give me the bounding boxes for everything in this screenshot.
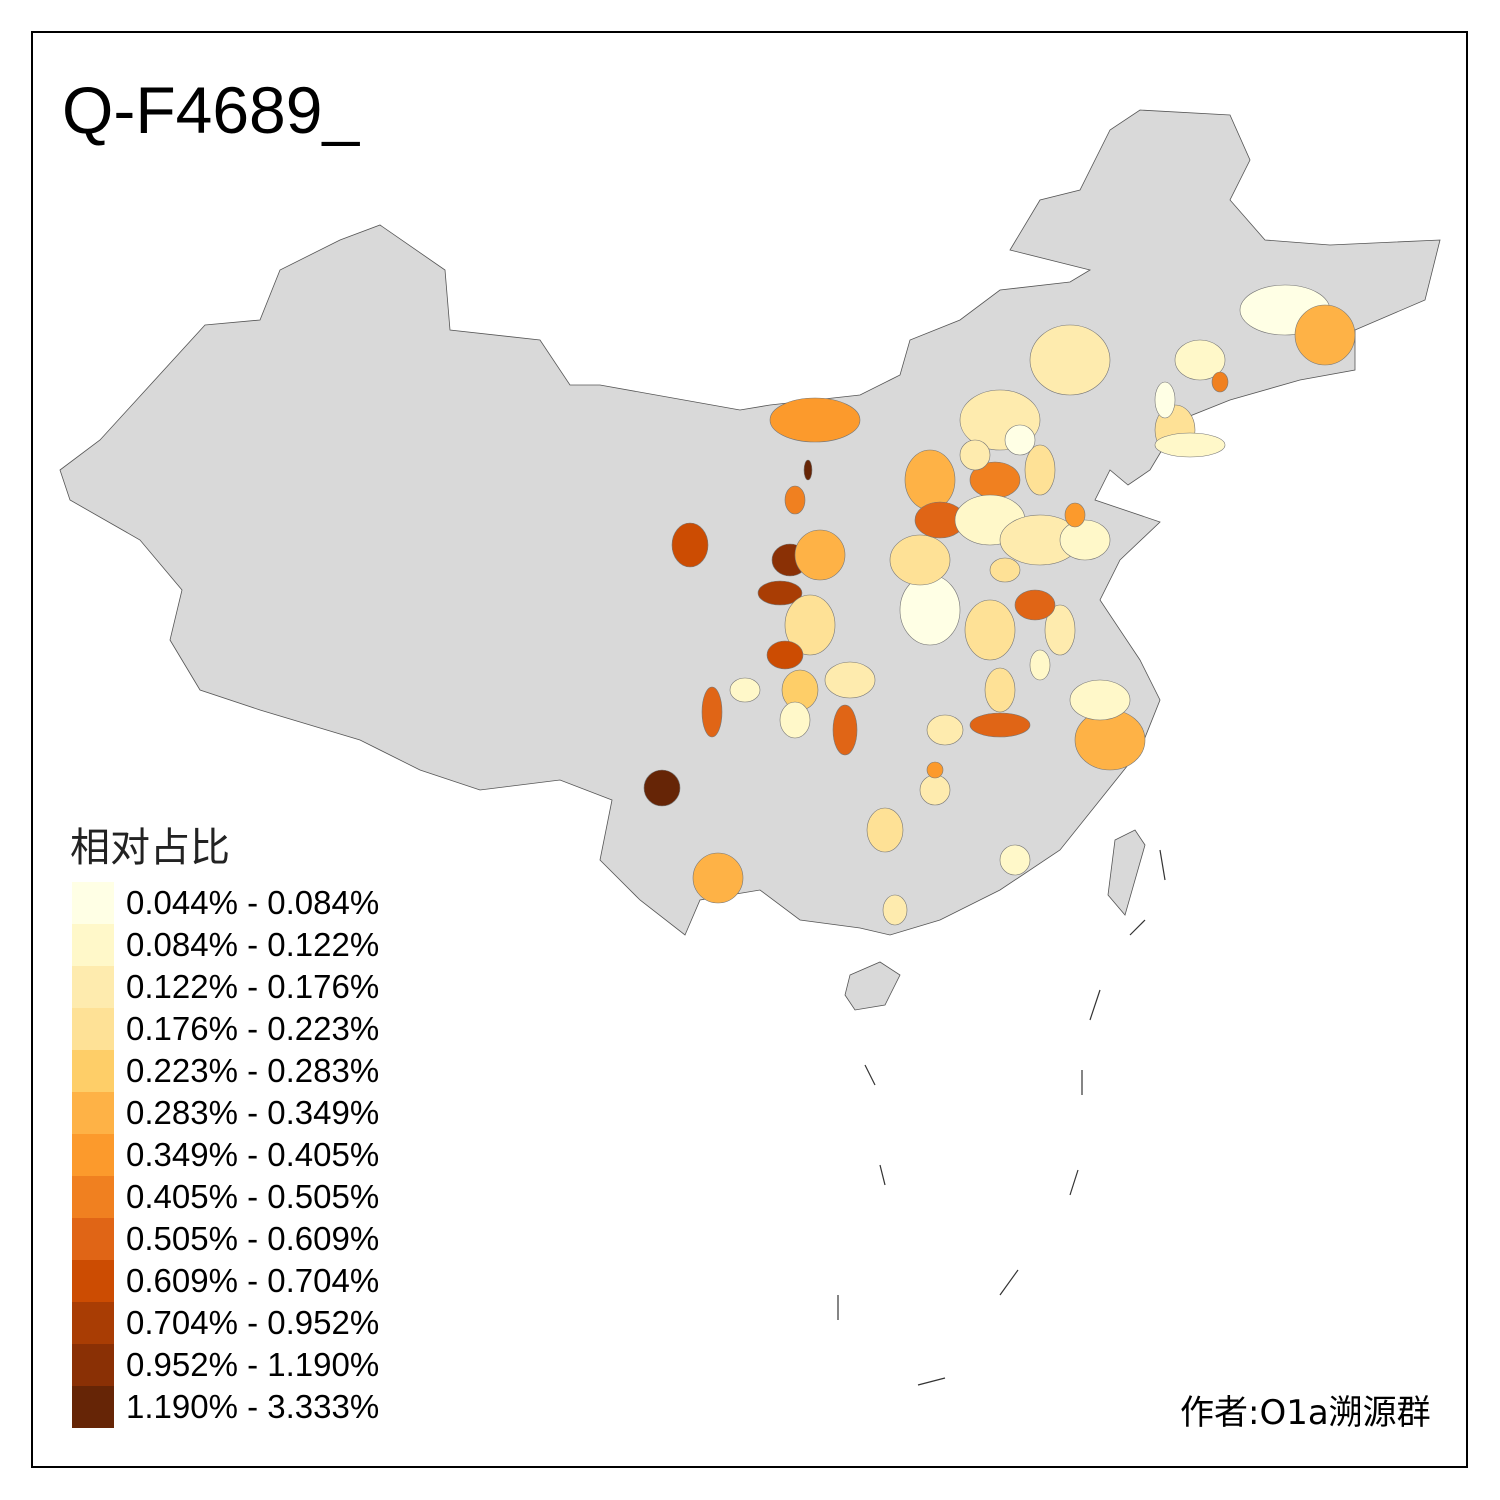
- legend-item: 0.084% - 0.122%: [72, 924, 379, 966]
- region: [757, 580, 803, 606]
- legend-label: 0.044% - 0.084%: [126, 884, 380, 921]
- legend-swatch: [72, 1302, 114, 1344]
- region: [1064, 502, 1086, 528]
- map-title: Q-F4689_: [62, 73, 360, 147]
- region: [904, 449, 956, 511]
- region: [803, 459, 813, 481]
- legend-swatch: [72, 924, 114, 966]
- hainan-island: [844, 961, 901, 1011]
- legend-swatch: [72, 1008, 114, 1050]
- legend-swatch: [72, 1134, 114, 1176]
- legend-item: 0.704% - 0.952%: [72, 1302, 379, 1344]
- legend-swatch: [72, 1386, 114, 1428]
- region: [926, 761, 944, 779]
- legend-label: 1.190% - 3.333%: [126, 1388, 380, 1425]
- region: [1294, 304, 1356, 366]
- region: [964, 599, 1016, 661]
- legend-swatch: [72, 882, 114, 924]
- region: [643, 769, 681, 807]
- nine-dash-line-segment: [999, 1269, 1019, 1296]
- legend-label: 0.176% - 0.223%: [126, 1010, 380, 1047]
- legend-item: 0.122% - 0.176%: [72, 966, 379, 1008]
- region: [969, 712, 1031, 738]
- legend-item: 0.044% - 0.084%: [72, 882, 379, 924]
- legend-label: 0.405% - 0.505%: [126, 1178, 380, 1215]
- nine-dash-line-segment: [1069, 1169, 1079, 1196]
- region: [784, 485, 806, 515]
- legend-item: 0.952% - 1.190%: [72, 1344, 379, 1386]
- region: [1174, 339, 1226, 381]
- region: [671, 522, 709, 568]
- legend-swatch: [72, 1218, 114, 1260]
- region: [1029, 324, 1111, 396]
- region: [729, 677, 761, 703]
- legend-label: 0.122% - 0.176%: [126, 968, 380, 1005]
- taiwan-island: [1107, 829, 1146, 916]
- nine-dash-line-segment: [917, 1377, 946, 1386]
- legend-label: 0.223% - 0.283%: [126, 1052, 380, 1089]
- nine-dash-line-segment: [879, 1164, 886, 1186]
- nine-dash-line-segment: [864, 1064, 876, 1086]
- region: [692, 852, 744, 904]
- china-mainland: [59, 109, 1441, 936]
- region: [989, 557, 1021, 583]
- legend-swatch: [72, 1176, 114, 1218]
- nine-dash-line-segment: [1159, 849, 1166, 881]
- legend-item: 1.190% - 3.333%: [72, 1386, 379, 1428]
- legend-label: 0.609% - 0.704%: [126, 1262, 380, 1299]
- region: [1029, 649, 1051, 681]
- legend-title: 相对占比: [70, 825, 230, 871]
- region: [1044, 604, 1076, 656]
- legend: 0.044% - 0.084% 0.084% - 0.122% 0.122% - 0…: [72, 882, 379, 1428]
- legend-label: 0.505% - 0.609%: [126, 1220, 380, 1257]
- region: [1154, 381, 1176, 419]
- legend-swatch: [72, 1092, 114, 1134]
- region: [1014, 589, 1056, 621]
- legend-item: 0.609% - 0.704%: [72, 1260, 379, 1302]
- nine-dash-line-segment: [1089, 989, 1101, 1021]
- region: [959, 439, 991, 471]
- region: [882, 894, 908, 926]
- legend-swatch: [72, 1344, 114, 1386]
- legend-label: 0.084% - 0.122%: [126, 926, 380, 963]
- region: [1154, 432, 1226, 458]
- legend-label: 0.952% - 1.190%: [126, 1346, 380, 1383]
- region: [766, 640, 804, 670]
- region: [769, 397, 861, 443]
- region: [779, 701, 811, 739]
- region: [999, 844, 1031, 876]
- region: [1059, 519, 1111, 561]
- region: [1004, 424, 1036, 456]
- legend-item: 0.349% - 0.405%: [72, 1134, 379, 1176]
- region: [984, 667, 1016, 713]
- region: [926, 714, 964, 746]
- region: [701, 686, 723, 738]
- legend-swatch: [72, 966, 114, 1008]
- region: [794, 529, 846, 581]
- region: [784, 594, 836, 656]
- region: [1211, 371, 1229, 393]
- region: [824, 661, 876, 699]
- legend-swatch: [72, 1260, 114, 1302]
- legend-swatch: [72, 1050, 114, 1092]
- region: [832, 704, 858, 756]
- region: [1069, 679, 1131, 721]
- legend-item: 0.176% - 0.223%: [72, 1008, 379, 1050]
- legend-item: 0.223% - 0.283%: [72, 1050, 379, 1092]
- region: [899, 574, 961, 646]
- region: [919, 774, 951, 806]
- region: [889, 534, 951, 586]
- nine-dash-line-segment: [1129, 919, 1146, 936]
- legend-label: 0.349% - 0.405%: [126, 1136, 380, 1173]
- legend-item: 0.505% - 0.609%: [72, 1218, 379, 1260]
- legend-label: 0.283% - 0.349%: [126, 1094, 380, 1131]
- legend-item: 0.405% - 0.505%: [72, 1176, 379, 1218]
- legend-item: 0.283% - 0.349%: [72, 1092, 379, 1134]
- map-frame: [31, 31, 1468, 1468]
- region: [1024, 444, 1056, 496]
- region: [866, 807, 904, 853]
- legend-label: 0.704% - 0.952%: [126, 1304, 380, 1341]
- author-credit: 作者:O1a溯源群: [1180, 1393, 1431, 1433]
